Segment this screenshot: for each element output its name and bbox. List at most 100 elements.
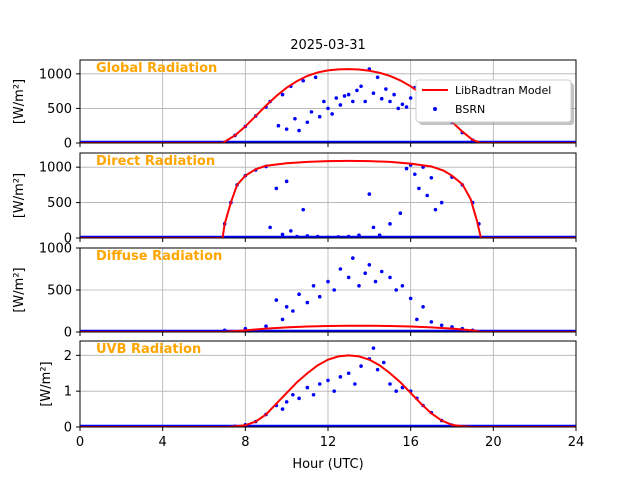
panel-2-bsrn-point-23 xyxy=(398,211,403,216)
panel-3-bsrn-point-21 xyxy=(388,275,392,280)
panel-1-bsrn-point-33 xyxy=(384,87,388,91)
panel-2: 0 500 1000 Direct Radiation [W/m²] xyxy=(12,152,577,247)
xtick-label-0: 0 xyxy=(76,435,84,450)
panel-4-bsrn-point-19 xyxy=(371,346,376,350)
panel-3-ytick-label-2: 1000 xyxy=(39,242,72,257)
panel-2-bsrn-point-32 xyxy=(439,200,444,205)
panel-4-bsrn-point-10 xyxy=(311,392,316,397)
xtick-label-6: 24 xyxy=(568,435,585,450)
panel-1-bsrn-point-17 xyxy=(317,114,322,119)
panel-3-bsrn-point-22 xyxy=(394,288,399,292)
panel-1-ytick-label-0: 0 xyxy=(64,137,72,152)
panel-1-bsrn-point-27 xyxy=(359,84,363,89)
panel-3-bsrn-point-24 xyxy=(408,296,413,301)
panel-3-bsrn-point-9 xyxy=(311,284,316,288)
legend-box xyxy=(415,79,572,123)
panel-3-bsrn-point-17 xyxy=(363,271,368,276)
panel-3-bsrn-point-14 xyxy=(346,275,351,280)
panel-4-bsrn-point-22 xyxy=(388,382,392,386)
panel-3-bsrn-point-16 xyxy=(357,284,361,288)
panel-3-bsrn-point-25 xyxy=(415,317,419,322)
panel-3-bsrn-point-12 xyxy=(332,288,337,292)
panel-3-ylabel: [W/m²] xyxy=(12,267,27,312)
panel-4-title: UVB Radiation xyxy=(96,342,201,357)
panel-2-ytick-label-1: 500 xyxy=(47,196,72,211)
panel-3-bsrn-point-27 xyxy=(429,320,434,324)
panel-4-bsrn-point-11 xyxy=(317,382,322,386)
panel-4-bsrn-point-16 xyxy=(353,382,357,386)
panel-1-bsrn-point-25 xyxy=(351,99,355,104)
panel-2-bsrn-point-22 xyxy=(388,222,392,226)
panel-1-bsrn-point-26 xyxy=(355,88,359,93)
panel-3-bsrn-point-28 xyxy=(439,323,444,328)
panel-3-bsrn-point-4 xyxy=(280,317,285,322)
panel-1-bsrn-point-30 xyxy=(371,91,376,95)
panel-4-bsrn-point-12 xyxy=(326,378,330,383)
panel-3-bsrn-point-20 xyxy=(379,269,384,274)
panel-1-bsrn-point-36 xyxy=(396,106,401,111)
panel-2-plot-area xyxy=(80,159,576,238)
panel-4-bsrn-point-23 xyxy=(394,389,399,393)
panel-3-bsrn-point-26 xyxy=(421,305,425,309)
panel-2-bsrn-point-8 xyxy=(280,232,285,237)
panel-1-bsrn-point-14 xyxy=(305,120,310,125)
panel-1-bsrn-point-34 xyxy=(388,99,392,104)
panel-1-ytick-label-2: 1000 xyxy=(39,67,72,82)
panel-3-bsrn-point-6 xyxy=(291,309,295,313)
panel-3-bsrn-point-15 xyxy=(351,256,355,260)
panel-4-ytick-label-2: 2 xyxy=(64,349,72,364)
xtick-label-4: 16 xyxy=(402,435,419,450)
panel-1-bsrn-point-22 xyxy=(338,103,343,107)
panel-4-plot-area xyxy=(80,346,576,427)
panel-2-bsrn-point-20 xyxy=(371,225,376,230)
panel-3-bsrn-point-10 xyxy=(317,294,322,299)
panel-2-bsrn-point-31 xyxy=(433,207,438,212)
panel-4-bsrn-point-14 xyxy=(338,375,343,379)
panel-2-model-line xyxy=(80,159,576,238)
panel-3-plot-area xyxy=(80,256,576,332)
xtick-label-2: 8 xyxy=(241,435,249,450)
panel-2-bsrn-point-26 xyxy=(413,172,417,177)
panel-4-bsrn-point-21 xyxy=(382,360,386,365)
panel-4-model-line xyxy=(80,354,576,427)
xtick-label-1: 4 xyxy=(159,435,167,450)
panel-4-bsrn-point-15 xyxy=(346,371,351,376)
panel-4-ytick-label-1: 1 xyxy=(64,385,72,400)
panel-1-bsrn-point-24 xyxy=(346,92,351,97)
panel-1-bsrn-point-9 xyxy=(284,127,289,131)
panel-4-bsrn-point-7 xyxy=(291,392,295,397)
panel-1-bsrn-point-32 xyxy=(379,96,384,101)
panel-3: 0 500 1000 Diffuse Radiation [W/m²] xyxy=(12,242,577,341)
panel-2-bsrn-point-6 xyxy=(268,225,272,230)
panel-3-bsrn-point-19 xyxy=(373,279,378,284)
panel-3-ytick-label-0: 0 xyxy=(64,326,72,341)
panel-1-bsrn-point-19 xyxy=(326,106,330,111)
panel-4-bsrn-point-9 xyxy=(305,385,310,390)
panel-2-bsrn-point-9 xyxy=(284,179,289,184)
panel-1-bsrn-point-37 xyxy=(400,102,405,107)
panel-3-bsrn-point-3 xyxy=(274,298,279,302)
panel-4-ylabel: [W/m²] xyxy=(39,361,54,406)
panel-1-bsrn-point-31 xyxy=(375,75,380,80)
panel-1-bsrn-point-7 xyxy=(276,123,281,128)
panel-3-bsrn-point-11 xyxy=(326,279,330,284)
panel-4-bsrn-point-8 xyxy=(297,396,301,401)
panel-4-bsrn-point-6 xyxy=(284,400,289,404)
panel-2-bsrn-point-19 xyxy=(367,192,372,196)
panel-1-bsrn-point-18 xyxy=(322,99,326,104)
panel-3-ytick-label-1: 500 xyxy=(47,284,72,299)
panel-2-ylabel: [W/m²] xyxy=(12,173,27,218)
panel-2-title: Direct Radiation xyxy=(96,154,215,169)
xtick-label-5: 20 xyxy=(485,435,502,450)
panel-1-bsrn-point-35 xyxy=(392,92,396,97)
panel-2-bsrn-point-30 xyxy=(429,175,434,180)
legend-model-label: LibRadtran Model xyxy=(455,84,551,97)
panel-3-bsrn-point-8 xyxy=(305,300,310,305)
panel-3-bsrn-point-2 xyxy=(264,324,268,328)
legend-bsrn-label: BSRN xyxy=(455,103,485,116)
panel-1-ytick-label-1: 500 xyxy=(47,102,72,117)
panel-2-bsrn-point-12 xyxy=(301,207,306,212)
